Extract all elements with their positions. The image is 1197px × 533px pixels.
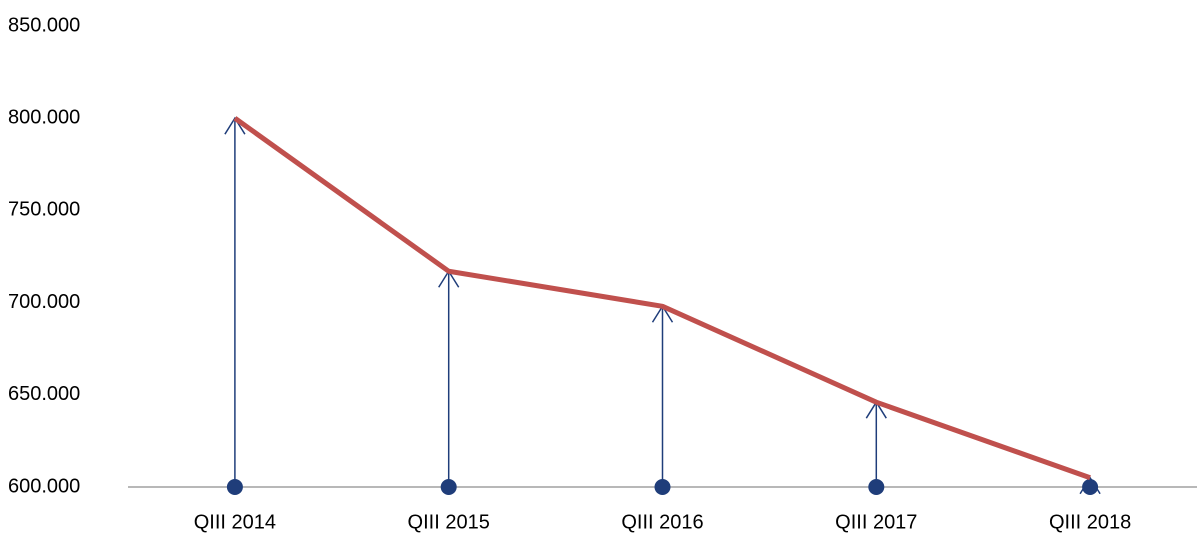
x-tick-label: QIII 2017 <box>835 511 917 533</box>
base-dot <box>1082 479 1099 495</box>
line <box>233 116 1091 481</box>
x-tick-label: QIII 2018 <box>1049 511 1131 533</box>
base-dot <box>654 479 671 495</box>
base-dot <box>226 479 243 495</box>
y-tick-label: 800.000 <box>8 106 80 128</box>
y-tick-label: 700.000 <box>8 291 80 313</box>
x-tick-label: QIII 2016 <box>621 511 703 533</box>
base-dot <box>868 479 885 495</box>
y-tick-label: 850.000 <box>8 14 80 36</box>
y-tick-label: 600.000 <box>8 475 80 497</box>
y-tick-label: 650.000 <box>8 383 80 405</box>
y-tick-label: 750.000 <box>8 199 80 221</box>
base-dot <box>440 479 457 495</box>
x-tick-label: QIII 2014 <box>194 511 276 533</box>
x-tick-label: QIII 2015 <box>408 511 490 533</box>
